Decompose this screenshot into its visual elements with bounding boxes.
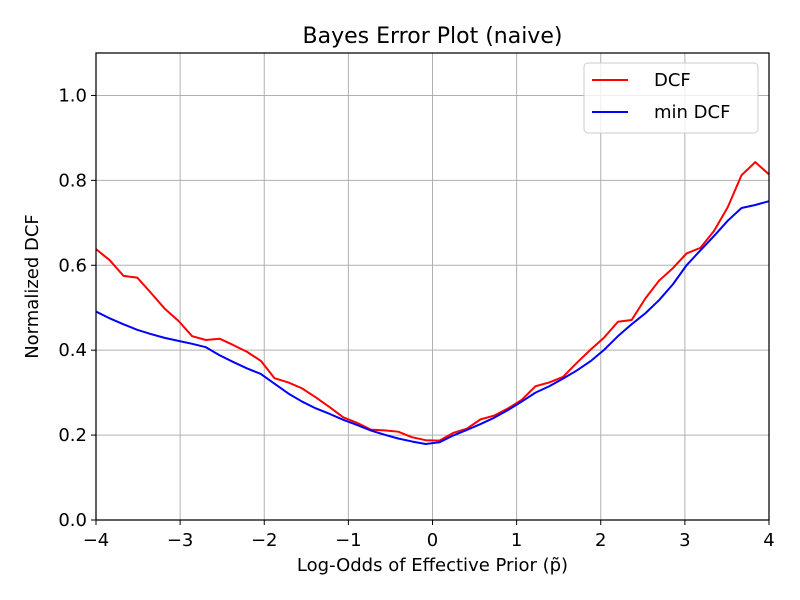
y-axis-label: Normalized DCF bbox=[22, 214, 43, 359]
x-axis-label: Log-Odds of Effective Prior (p̃) bbox=[297, 555, 568, 576]
series-line-min-dcf bbox=[95, 200, 770, 446]
x-tick-label: 3 bbox=[679, 530, 690, 551]
legend: DCF min DCF bbox=[583, 62, 759, 134]
x-tick-label: 0 bbox=[427, 530, 438, 551]
series-line-dcf bbox=[95, 161, 770, 442]
y-tick-label: 1.0 bbox=[58, 85, 87, 106]
x-tick-label: −3 bbox=[167, 530, 194, 551]
x-tick-label: −1 bbox=[335, 530, 362, 551]
y-tick-label: 0.4 bbox=[58, 340, 87, 361]
x-tick-label: 4 bbox=[763, 530, 774, 551]
x-tick-label: −2 bbox=[251, 530, 278, 551]
legend-label: min DCF bbox=[654, 102, 730, 123]
x-tick-label: 2 bbox=[595, 530, 606, 551]
axis-ticks: −4 −3 −2 −1 0 1 2 3 4 0.0 0.2 0.4 0.6 0.8 1.0 bbox=[58, 85, 774, 551]
x-tick-label: −4 bbox=[83, 530, 110, 551]
y-tick-label: 0.8 bbox=[58, 170, 87, 191]
legend-label: DCF bbox=[654, 70, 691, 91]
x-tick-label: 1 bbox=[511, 530, 522, 551]
y-tick-label: 0.2 bbox=[58, 425, 87, 446]
y-tick-label: 0.6 bbox=[58, 255, 87, 276]
chart-title: Bayes Error Plot (naive) bbox=[303, 24, 563, 49]
y-tick-label: 0.0 bbox=[58, 510, 87, 531]
series-lines bbox=[95, 161, 770, 446]
